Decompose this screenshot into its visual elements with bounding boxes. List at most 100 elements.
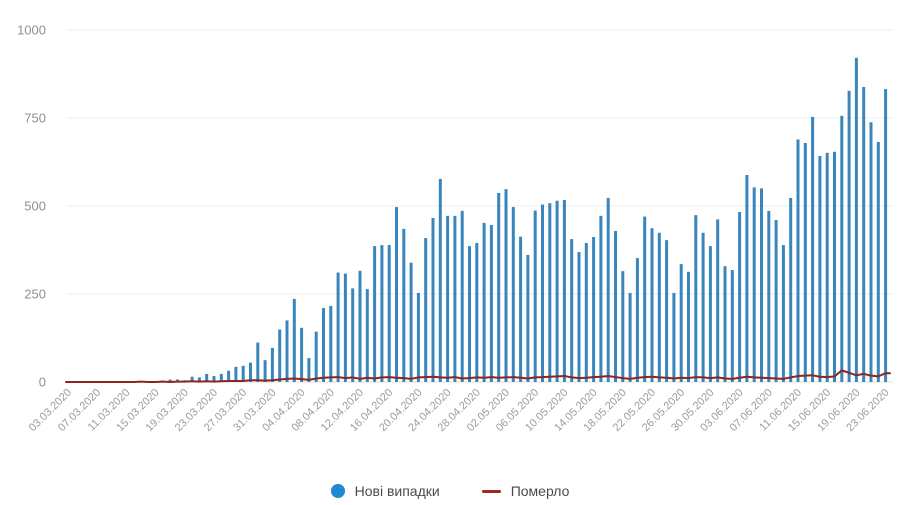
case-bar	[358, 270, 362, 382]
case-bar	[723, 266, 727, 382]
case-bar	[249, 362, 252, 382]
case-bar	[300, 327, 304, 382]
case-bar	[833, 151, 836, 382]
case-bar	[285, 320, 289, 382]
case-bar	[475, 242, 479, 382]
case-bar	[825, 152, 829, 382]
y-axis-label: 0	[39, 375, 46, 390]
case-bar	[482, 222, 486, 382]
case-bar	[263, 360, 267, 382]
case-bar	[409, 262, 413, 382]
case-bar	[811, 116, 815, 382]
y-axis-label: 750	[24, 111, 46, 126]
case-bar	[665, 240, 669, 382]
case-bar	[876, 141, 880, 382]
legend-item-new-cases[interactable]: Нові випадки	[330, 483, 440, 499]
case-bar	[730, 270, 734, 382]
case-bar	[343, 273, 347, 382]
case-bar	[796, 139, 800, 382]
y-axis-labels: 0 250 500 750 1000	[17, 23, 46, 390]
case-bar	[803, 142, 807, 382]
case-bar	[752, 187, 756, 382]
case-bar	[307, 358, 311, 382]
case-bar	[453, 215, 457, 382]
legend-item-deaths[interactable]: Померло	[481, 483, 570, 499]
case-bar	[205, 373, 209, 382]
case-bar	[395, 207, 398, 382]
deaths-swatch-icon	[481, 489, 501, 493]
case-bar	[854, 57, 858, 383]
case-bar	[497, 192, 501, 382]
case-bar	[526, 254, 530, 382]
case-bar	[351, 288, 355, 382]
case-bar	[760, 188, 763, 382]
case-bar	[336, 272, 340, 382]
deaths-line-group	[65, 369, 891, 383]
case-bar	[365, 289, 369, 382]
case-bar	[555, 200, 559, 382]
case-bar	[635, 258, 639, 382]
case-bar	[840, 115, 844, 382]
case-bar	[468, 246, 471, 382]
case-bar	[562, 200, 566, 382]
chart-svg: 0 250 500 750 1000 03.03.202007.03.202011.03…	[17, 23, 893, 434]
case-bar	[241, 365, 245, 382]
case-bar	[767, 210, 771, 382]
case-bar	[884, 89, 888, 382]
case-bar	[628, 292, 632, 382]
y-axis-label: 1000	[17, 23, 46, 38]
case-bar	[614, 230, 617, 382]
case-bar	[197, 377, 201, 382]
case-bar	[511, 207, 515, 382]
case-bar	[650, 228, 654, 382]
deaths-line	[65, 369, 891, 383]
new-cases-swatch-icon	[330, 484, 345, 498]
case-bar	[643, 216, 647, 382]
case-bar	[533, 210, 537, 382]
chart-legend: Нові випадки Померло	[0, 483, 900, 499]
case-bar	[212, 376, 216, 382]
case-bar	[519, 236, 523, 382]
case-bar	[460, 210, 464, 382]
case-bar	[818, 156, 822, 382]
case-bar	[373, 246, 377, 382]
case-bar	[738, 211, 742, 382]
case-bar	[694, 215, 698, 382]
case-bar	[599, 215, 603, 382]
case-bar	[227, 370, 231, 382]
case-bar	[869, 122, 873, 382]
case-bar	[256, 342, 260, 382]
case-bar	[789, 197, 793, 382]
case-bar	[577, 252, 581, 382]
cases-bars	[66, 57, 888, 383]
case-bar	[219, 373, 223, 382]
case-bar	[701, 232, 705, 382]
case-bar	[424, 238, 428, 382]
case-bar	[679, 264, 683, 382]
case-bar	[672, 292, 676, 382]
case-bar	[446, 215, 450, 382]
case-bar	[190, 376, 194, 382]
case-bar	[708, 246, 712, 382]
case-bar	[431, 217, 435, 382]
case-bar	[314, 331, 318, 382]
case-bar	[438, 178, 442, 382]
case-bar	[716, 219, 720, 382]
case-bar	[387, 245, 391, 382]
case-bar	[862, 87, 866, 383]
case-bar	[745, 175, 749, 382]
case-bar	[234, 366, 238, 382]
new-cases-label: Нові випадки	[354, 483, 440, 499]
case-bar	[541, 204, 544, 382]
case-bar	[322, 308, 325, 382]
case-bar	[402, 228, 406, 382]
case-bar	[504, 189, 508, 382]
case-bar	[606, 197, 610, 382]
case-bar	[657, 232, 661, 382]
y-axis-label: 250	[24, 287, 46, 302]
case-bar	[380, 245, 384, 382]
case-bar	[774, 220, 778, 382]
deaths-label: Померло	[510, 483, 570, 499]
case-bar	[592, 236, 596, 382]
